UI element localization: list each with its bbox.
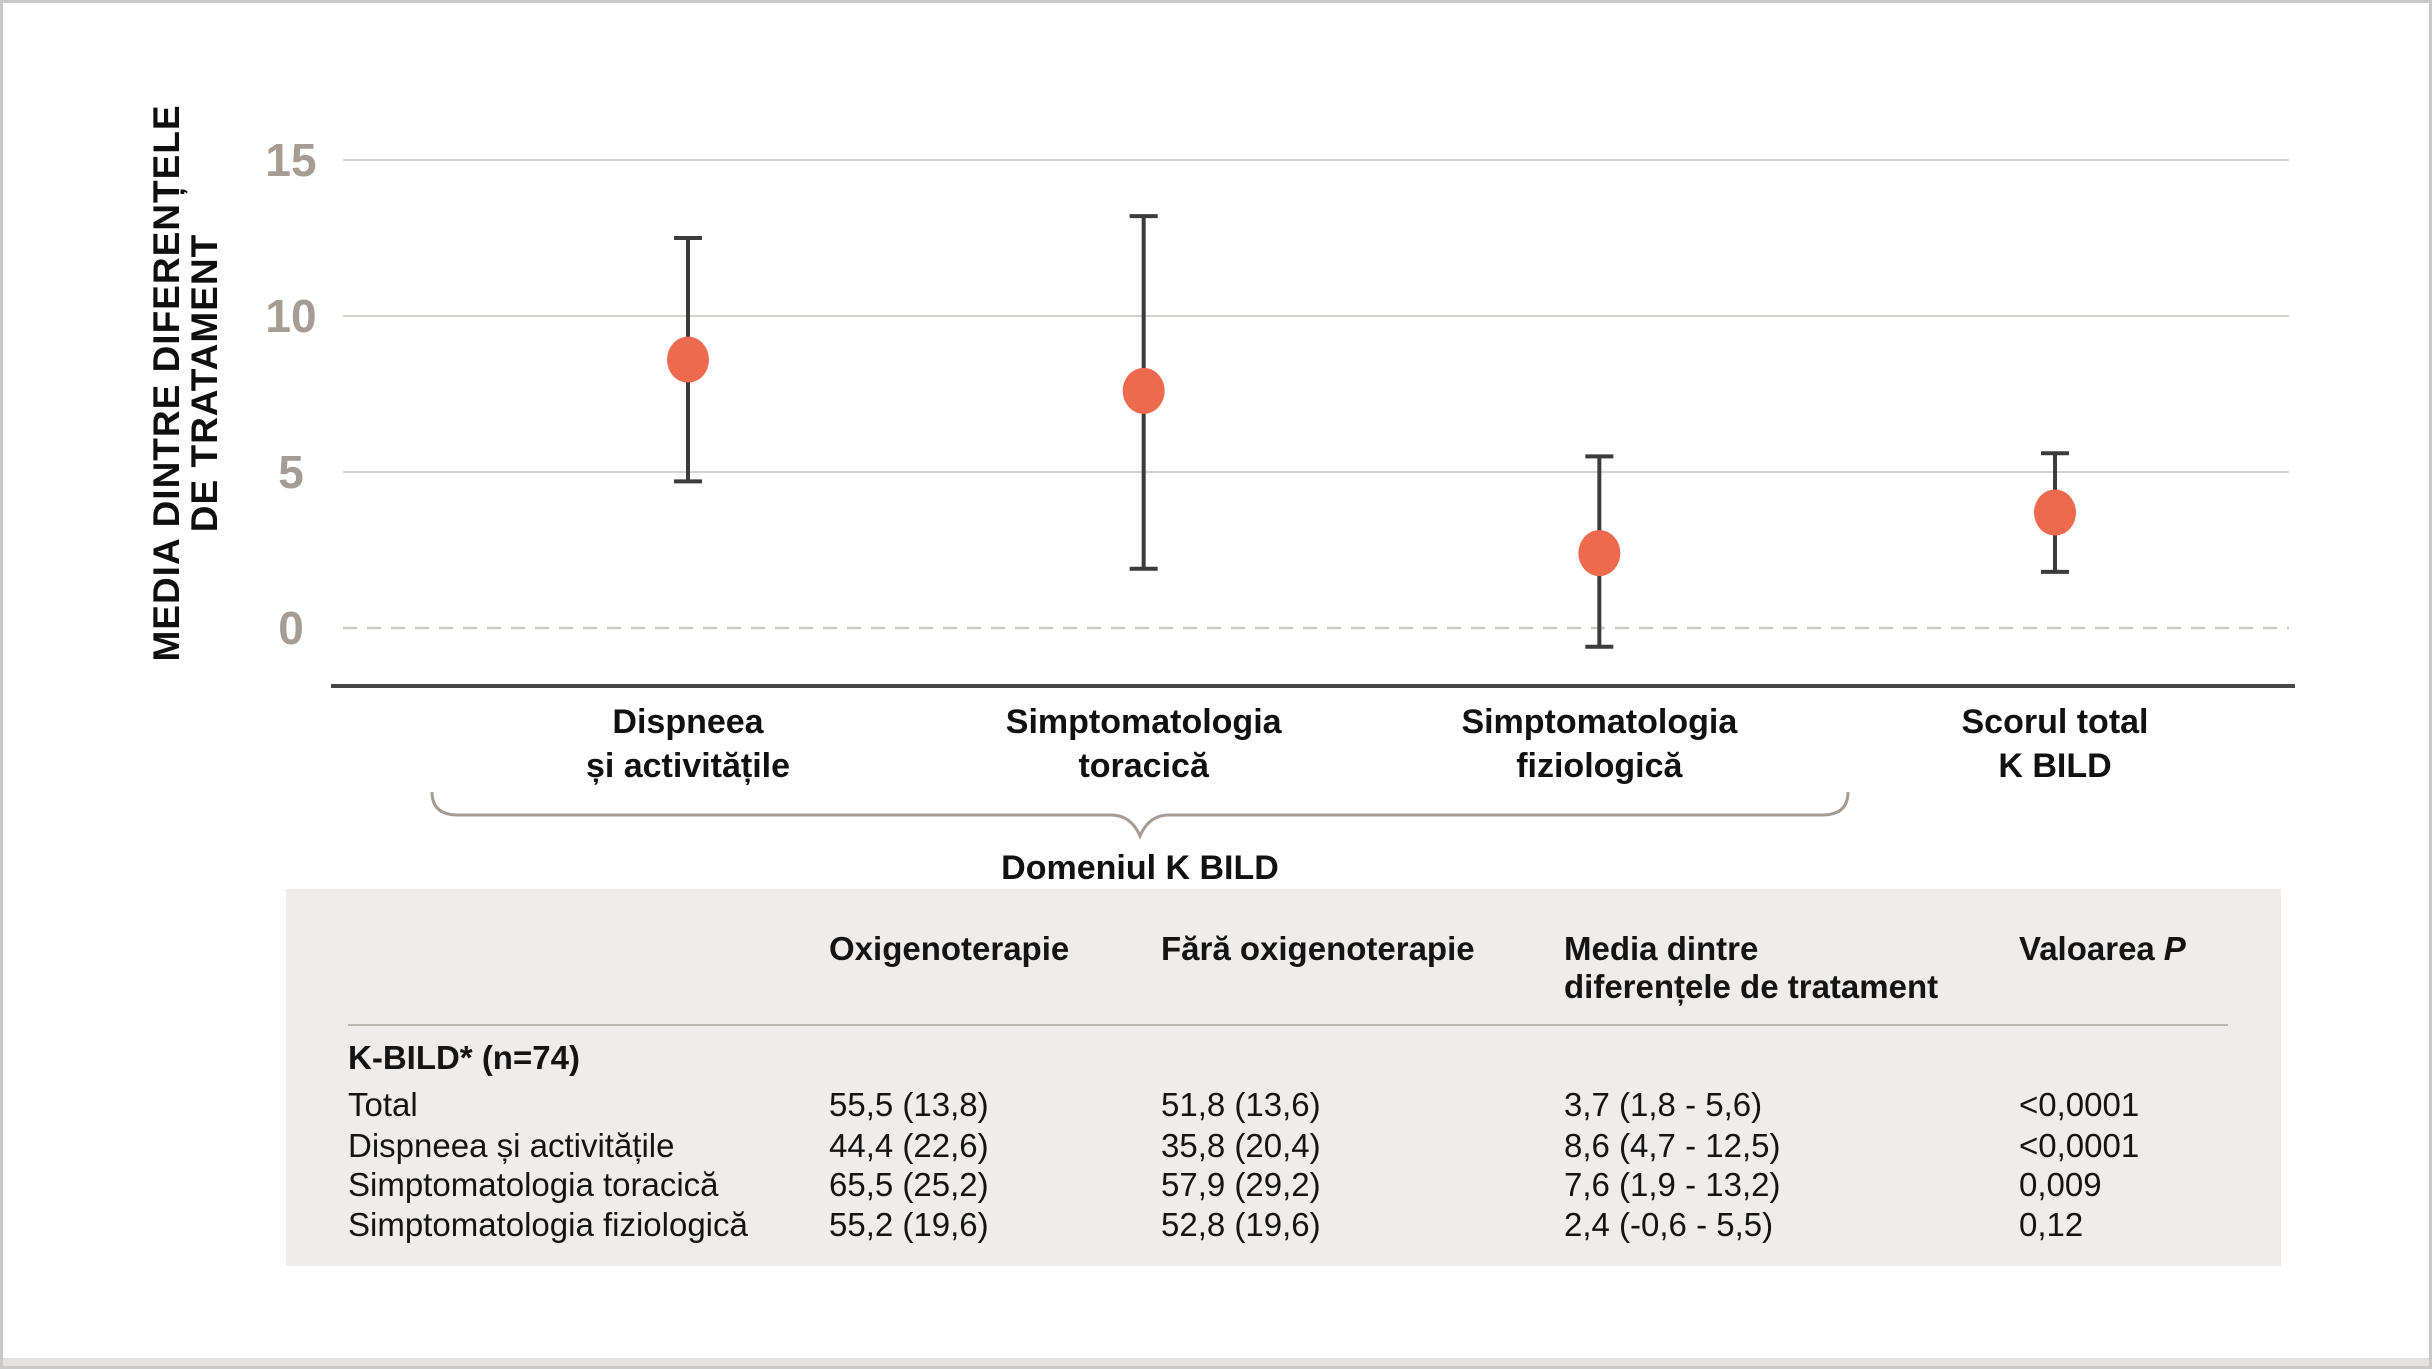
fara-oxigenoterapie-cell: 57,9 (29,2) <box>1161 1166 1321 1203</box>
table-section-row: K-BILD* (n=74) <box>286 1038 2281 1078</box>
col-header-valoarea-p: Valoarea P <box>2019 929 2186 969</box>
y-axis-tick-labels: 15 10 5 0 <box>265 134 316 654</box>
row-label-cell: Simptomatologia fiziologică <box>348 1206 748 1243</box>
media-diferentelor-cell: 3,7 (1,8 - 5,6) <box>1564 1086 1763 1123</box>
point-marker <box>2034 489 2077 536</box>
valoarea-p-cell: <0,0001 <box>2019 1086 2140 1123</box>
bottom-border-strip <box>3 1358 2429 1366</box>
table-row: Simptomatologia fiziologică 55,2 (19,6) 52… <box>286 1205 2281 1245</box>
fara-oxigenoterapie-cell: 35,8 (20,4) <box>1161 1127 1321 1164</box>
col-header-media-dintre: Media dintre <box>1564 930 1759 967</box>
media-diferentelor-cell: 8,6 (4,7 - 12,5) <box>1564 1127 1781 1164</box>
y-tick-label: 5 <box>278 446 304 498</box>
table-row: Dispneea și activitățile 44,4 (22,6) 35,8 … <box>286 1126 2281 1166</box>
row-label-cell: Total <box>348 1086 418 1123</box>
y-tick-label: 15 <box>265 134 316 186</box>
category-label-line1: Simptomatologia <box>1006 703 1283 741</box>
category-label-line2: și activitățile <box>586 747 790 785</box>
summary-table: Oxigenoterapie Fără oxigenoterapie Media… <box>286 889 2281 1266</box>
y-axis-title-line1: MEDIA DINTRE DIFERENȚELE <box>146 104 188 661</box>
oxigenoterapie-cell: 44,4 (22,6) <box>829 1127 989 1164</box>
category-label-line1: Simptomatologia <box>1461 703 1738 741</box>
point-marker <box>667 336 709 383</box>
errorbar-chart: MEDIA DINTRE DIFERENȚELE DE TRATAMENT 15… <box>146 104 2295 887</box>
gridlines <box>343 159 2289 630</box>
point-marker <box>1578 530 1621 577</box>
col-header-fara-oxigenoterapie: Fără oxigenoterapie <box>1161 930 1475 967</box>
data-point-3 <box>1578 454 1621 649</box>
data-point-4 <box>2034 451 2077 574</box>
data-point-1 <box>667 236 709 484</box>
data-point-2 <box>1122 214 1165 571</box>
y-axis-title-line2: DE TRATAMENT <box>184 234 225 532</box>
col-header-diferentele-de-tratament: diferențele de tratament <box>1564 968 1939 1005</box>
oxigenoterapie-cell: 65,5 (25,2) <box>829 1166 989 1203</box>
row-label-cell: Dispneea și activitățile <box>348 1127 675 1164</box>
category-label-line1: Dispneea <box>612 703 764 741</box>
oxigenoterapie-cell: 55,5 (13,8) <box>829 1086 989 1123</box>
p-symbol: P <box>2163 930 2186 967</box>
section-label: K-BILD* (n=74) <box>348 1039 580 1076</box>
fara-oxigenoterapie-cell: 52,8 (19,6) <box>1161 1206 1321 1243</box>
data-points <box>667 214 2077 649</box>
media-diferentelor-cell: 7,6 (1,9 - 13,2) <box>1564 1166 1781 1203</box>
table-row: Total 55,5 (13,8) 51,8 (13,6) 3,7 (1,8 - 5,… <box>286 1085 2281 1125</box>
table-row: Simptomatologia toracică 65,5 (25,2) 57,9 … <box>286 1165 2281 1205</box>
fara-oxigenoterapie-cell: 51,8 (13,6) <box>1161 1086 1321 1123</box>
valoarea-label: Valoarea <box>2019 930 2155 967</box>
brace-label: Domeniul K BILD <box>1001 849 1279 887</box>
row-label-cell: Simptomatologia toracică <box>348 1166 719 1203</box>
category-label-line2: toracică <box>1078 747 1209 785</box>
media-diferentelor-cell: 2,4 (-0,6 - 5,5) <box>1564 1206 1774 1243</box>
category-labels: Dispneea și activitățile Simptomatologia to… <box>586 703 2149 785</box>
point-marker <box>1122 367 1165 414</box>
category-label-line1: Scorul total <box>1961 703 2148 741</box>
oxigenoterapie-cell: 55,2 (19,6) <box>829 1206 989 1243</box>
category-label-line2: K BILD <box>1998 747 2111 785</box>
valoarea-p-cell: <0,0001 <box>2019 1127 2140 1164</box>
col-header-oxigenoterapie: Oxigenoterapie <box>829 930 1070 967</box>
valoarea-p-cell: 0,009 <box>2019 1166 2102 1203</box>
y-tick-label: 0 <box>278 602 304 654</box>
y-tick-label: 10 <box>265 290 316 342</box>
domain-brace <box>430 791 1850 840</box>
table-header-rule <box>348 1024 2228 1026</box>
category-label-line2: fiziologică <box>1516 747 1683 785</box>
valoarea-p-cell: 0,12 <box>2019 1206 2084 1243</box>
